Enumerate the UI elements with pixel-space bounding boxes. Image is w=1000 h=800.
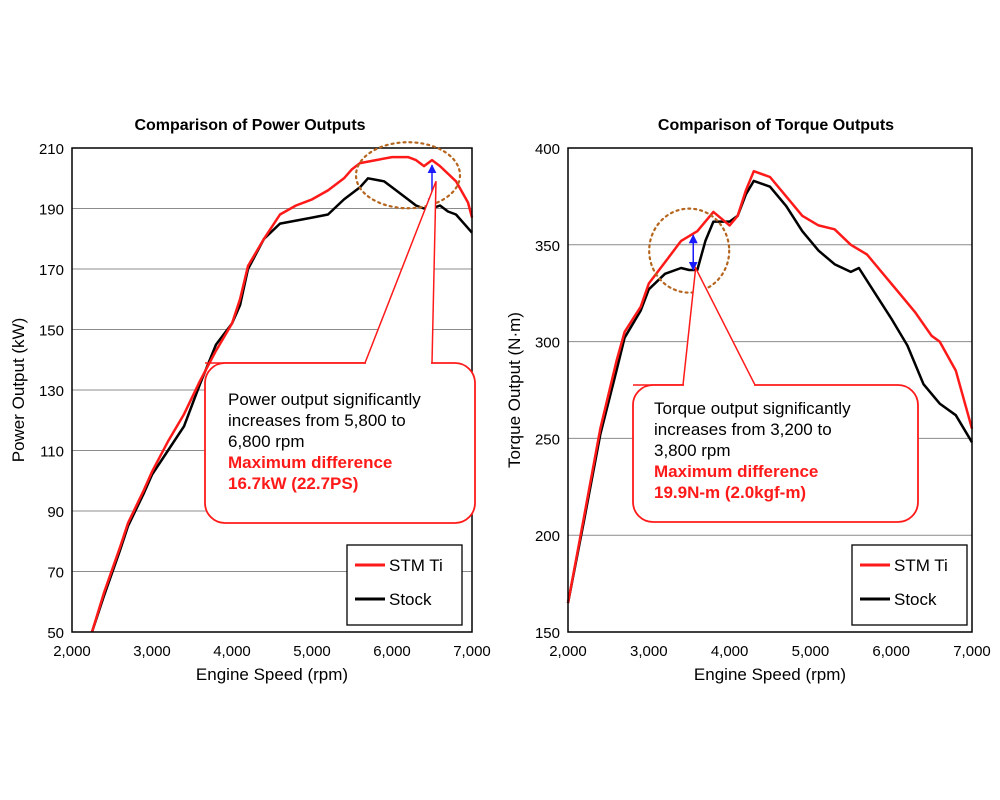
callout-box: [632, 384, 919, 523]
callout-box: [204, 362, 476, 524]
callout-pointer: [682, 265, 756, 386]
x-axis-label: Engine Speed (rpm): [694, 665, 846, 684]
y-tick-label: 130: [39, 383, 64, 400]
x-tick-label: 5,000: [293, 643, 331, 660]
plot-frame: [567, 147, 973, 633]
y-tick-label: 70: [47, 565, 64, 582]
highlight-circle: [648, 207, 731, 294]
y-tick-label: 190: [39, 202, 64, 219]
torque-chart: Comparison of Torque Outputs 150 200 250 300…: [505, 117, 991, 684]
x-tick-label: 3,000: [630, 643, 668, 660]
callout-highlight: 19.9N-m (2.0kgf-m): [654, 483, 806, 502]
legend-label: Stock: [894, 590, 937, 609]
callout-text: Torque output significantly: [654, 399, 851, 418]
y-tick-label: 400: [535, 141, 560, 158]
y-tick-label: 150: [535, 625, 560, 642]
chart-title: Comparison of Power Outputs: [134, 117, 365, 134]
x-tick-label: 2,000: [53, 643, 91, 660]
callout-text: increases from 3,200 to: [654, 420, 832, 439]
legend-label: Stock: [389, 590, 432, 609]
series-line-stm-ti: [566, 169, 974, 604]
power-chart: Comparison of Power Outputs 50 70 90 110 130 1…: [9, 117, 491, 684]
legend-box: [851, 544, 968, 626]
callout-text: 3,800 rpm: [654, 441, 731, 460]
callout-highlight: 16.7kW (22.7PS): [228, 474, 358, 493]
y-tick-label: 200: [535, 528, 560, 545]
y-tick-label: 50: [47, 625, 64, 642]
y-tick-label: 250: [535, 431, 560, 448]
y-tick-label: 110: [40, 444, 64, 461]
x-tick-label: 4,000: [213, 643, 251, 660]
x-tick-label: 6,000: [373, 643, 411, 660]
y-tick-label: 90: [47, 504, 64, 521]
x-tick-label: 6,000: [872, 643, 910, 660]
callout-highlight: Maximum difference: [654, 462, 818, 481]
y-tick-label: 300: [535, 335, 560, 352]
highlight-circle: [354, 141, 462, 210]
y-axis-label: Power Output (kW): [9, 318, 28, 463]
callout-text: 6,800 rpm: [228, 432, 305, 451]
series-line-stm-ti: [90, 155, 474, 633]
x-tick-label: 3,000: [133, 643, 171, 660]
x-tick-label: 7,000: [453, 643, 491, 660]
x-tick-label: 2,000: [549, 643, 587, 660]
callout-text: increases from 5,800 to: [228, 411, 406, 430]
legend-box: [346, 544, 463, 626]
legend-label: STM Ti: [389, 556, 443, 575]
y-tick-label: 150: [39, 323, 64, 340]
x-tick-label: 4,000: [711, 643, 749, 660]
callout-highlight: Maximum difference: [228, 453, 392, 472]
x-axis-label: Engine Speed (rpm): [196, 665, 348, 684]
y-axis-label: Torque Output (N·m): [505, 312, 524, 468]
y-tick-label: 350: [535, 238, 560, 255]
y-tick-label: 210: [39, 141, 64, 158]
callout-pointer: [364, 181, 437, 364]
chart-title: Comparison of Torque Outputs: [658, 117, 894, 134]
x-tick-label: 5,000: [792, 643, 830, 660]
x-tick-label: 7,000: [953, 643, 991, 660]
y-tick-label: 170: [39, 262, 64, 279]
callout-text: Power output significantly: [228, 390, 421, 409]
legend-label: STM Ti: [894, 556, 948, 575]
